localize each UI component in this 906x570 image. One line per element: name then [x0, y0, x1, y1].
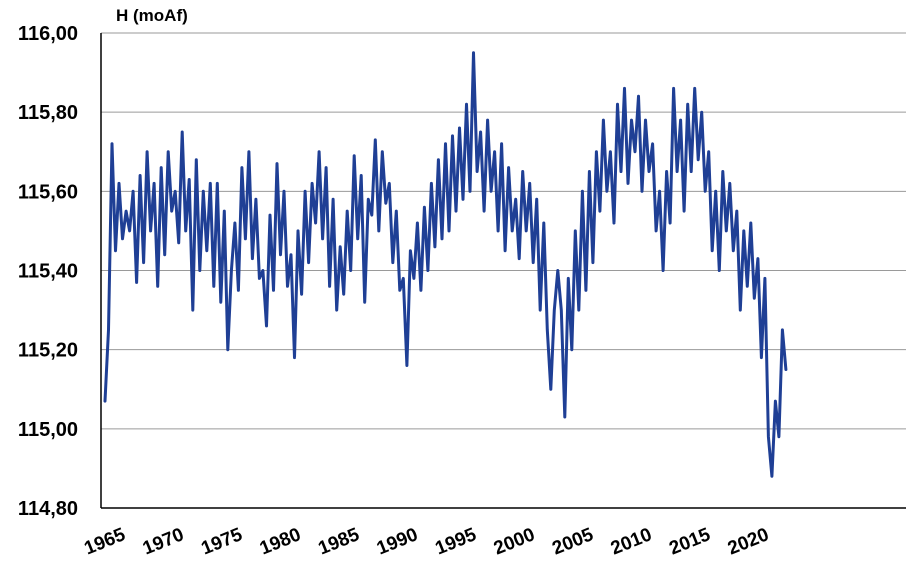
x-tick-label-7: 2000	[491, 524, 538, 559]
x-tick-label-8: 2005	[549, 524, 596, 559]
series-line-0	[103, 51, 788, 478]
x-tick-label-10: 2015	[666, 524, 713, 559]
x-tick-label-9: 2010	[608, 524, 655, 559]
series-group	[103, 51, 788, 478]
grid	[101, 32, 906, 430]
y-tick-label-3: 115,40	[18, 261, 78, 283]
x-tick-label-5: 1990	[374, 524, 421, 559]
y-tick-label-6: 116,00	[18, 23, 78, 45]
y-tick-label-2: 115,20	[18, 340, 78, 362]
y-tick-label-5: 115,80	[18, 102, 78, 124]
x-tick-label-1: 1970	[140, 524, 187, 559]
x-tick-label-3: 1980	[257, 524, 304, 559]
x-tick-label-0: 1965	[81, 524, 128, 559]
y-axis-label: H (moAf)	[116, 6, 188, 25]
x-tick-label-4: 1985	[315, 524, 362, 559]
y-tick-label-0: 114,80	[18, 498, 78, 520]
x-tick-label-2: 1975	[198, 524, 245, 559]
y-tick-labels: 114,80 115,00 115,20 115,40 115,60 115,80 116,…	[18, 23, 78, 520]
x-tick-label-11: 2020	[725, 524, 772, 559]
y-tick-label-1: 115,00	[18, 419, 78, 441]
x-tick-labels: 1965 1970 1975 1980 1985 1990 1995 2000 2005 2010…	[81, 524, 772, 559]
axes	[100, 33, 906, 509]
y-tick-label-4: 115,60	[18, 181, 78, 203]
x-tick-label-6: 1995	[432, 524, 479, 559]
